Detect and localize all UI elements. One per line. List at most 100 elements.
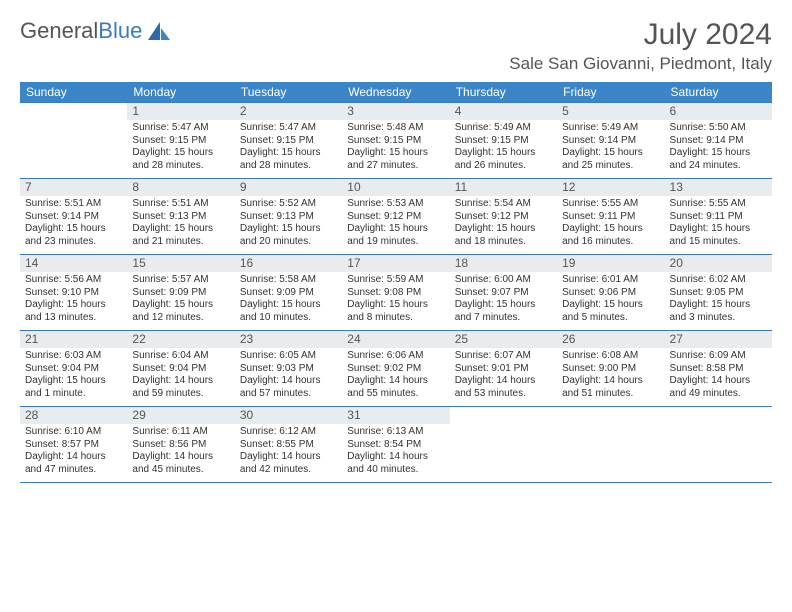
calendar-cell: 29Sunrise: 6:11 AMSunset: 8:56 PMDayligh… (127, 407, 234, 483)
calendar-cell: 22Sunrise: 6:04 AMSunset: 9:04 PMDayligh… (127, 331, 234, 407)
daylight-line: Daylight: 15 hours and 20 minutes. (240, 223, 337, 248)
sunrise-line: Sunrise: 5:55 AM (562, 198, 659, 211)
day-content: Sunrise: 6:01 AMSunset: 9:06 PMDaylight:… (557, 274, 664, 330)
logo-word-blue: Blue (98, 18, 142, 43)
day-content: Sunrise: 5:49 AMSunset: 9:15 PMDaylight:… (450, 122, 557, 178)
title-block: July 2024 Sale San Giovanni, Piedmont, I… (509, 18, 772, 74)
calendar-cell: 2Sunrise: 5:47 AMSunset: 9:15 PMDaylight… (235, 103, 342, 179)
day-number: 22 (127, 331, 234, 348)
sunset-line: Sunset: 9:12 PM (455, 211, 552, 224)
calendar-cell: 23Sunrise: 6:05 AMSunset: 9:03 PMDayligh… (235, 331, 342, 407)
day-number: 15 (127, 255, 234, 272)
sunset-line: Sunset: 9:15 PM (132, 135, 229, 148)
day-number: 17 (342, 255, 449, 272)
daylight-line: Daylight: 15 hours and 5 minutes. (562, 299, 659, 324)
logo-word-general: General (20, 18, 98, 43)
daylight-line: Daylight: 15 hours and 15 minutes. (670, 223, 767, 248)
sunrise-line: Sunrise: 5:49 AM (562, 122, 659, 135)
day-number: 7 (20, 179, 127, 196)
calendar-cell: 21 Sunrise: 6:03 AMSunset: 9:04 PMDayligh… (20, 331, 127, 407)
calendar-body: 1Sunrise: 5:47 AMSunset: 9:15 PMDaylight… (20, 103, 772, 483)
sunset-line: Sunset: 9:05 PM (670, 287, 767, 300)
calendar-cell: 8Sunrise: 5:51 AMSunset: 9:13 PMDaylight… (127, 179, 234, 255)
calendar-cell: 16Sunrise: 5:58 AMSunset: 9:09 PMDayligh… (235, 255, 342, 331)
day-content: Sunrise: 5:57 AMSunset: 9:09 PMDaylight:… (127, 274, 234, 330)
day-number: 5 (557, 103, 664, 120)
day-number: 21 (20, 331, 127, 348)
calendar-cell: 31Sunrise: 6:13 AMSunset: 8:54 PMDayligh… (342, 407, 449, 483)
day-content: Sunrise: 6:03 AMSunset: 9:04 PMDaylight:… (20, 350, 127, 406)
day-content: Sunrise: 5:59 AMSunset: 9:08 PMDaylight:… (342, 274, 449, 330)
sunset-line: Sunset: 9:14 PM (670, 135, 767, 148)
calendar-week-row: 28Sunrise: 6:10 AMSunset: 8:57 PMDayligh… (20, 407, 772, 483)
day-content: Sunrise: 5:49 AMSunset: 9:14 PMDaylight:… (557, 122, 664, 178)
day-of-week-header: Monday (127, 82, 234, 103)
day-of-week-header: Saturday (665, 82, 772, 103)
sunrise-line: Sunrise: 6:12 AM (240, 426, 337, 439)
day-number: 11 (450, 179, 557, 196)
sunrise-line: Sunrise: 5:55 AM (670, 198, 767, 211)
location: Sale San Giovanni, Piedmont, Italy (509, 54, 772, 74)
day-number: 18 (450, 255, 557, 272)
sunset-line: Sunset: 9:09 PM (132, 287, 229, 300)
sunset-line: Sunset: 9:06 PM (562, 287, 659, 300)
day-of-week-header: Thursday (450, 82, 557, 103)
day-number: 10 (342, 179, 449, 196)
calendar-cell: 26Sunrise: 6:08 AMSunset: 9:00 PMDayligh… (557, 331, 664, 407)
sunrise-line: Sunrise: 5:51 AM (25, 198, 122, 211)
day-number: 16 (235, 255, 342, 272)
daylight-line: Daylight: 14 hours and 42 minutes. (240, 451, 337, 476)
day-number: 12 (557, 179, 664, 196)
day-number: 24 (342, 331, 449, 348)
day-content: Sunrise: 6:07 AMSunset: 9:01 PMDaylight:… (450, 350, 557, 406)
daylight-line: Daylight: 14 hours and 51 minutes. (562, 375, 659, 400)
day-content: Sunrise: 5:50 AMSunset: 9:14 PMDaylight:… (665, 122, 772, 178)
calendar-cell (665, 407, 772, 483)
sunset-line: Sunset: 8:58 PM (670, 363, 767, 376)
daylight-line: Daylight: 15 hours and 1 minute. (25, 375, 122, 400)
sunrise-line: Sunrise: 5:57 AM (132, 274, 229, 287)
calendar-cell: 11Sunrise: 5:54 AMSunset: 9:12 PMDayligh… (450, 179, 557, 255)
sunrise-line: Sunrise: 6:06 AM (347, 350, 444, 363)
day-content: Sunrise: 6:06 AMSunset: 9:02 PMDaylight:… (342, 350, 449, 406)
day-number: 6 (665, 103, 772, 120)
daylight-line: Daylight: 15 hours and 27 minutes. (347, 147, 444, 172)
calendar-cell: 20Sunrise: 6:02 AMSunset: 9:05 PMDayligh… (665, 255, 772, 331)
day-content: Sunrise: 5:56 AMSunset: 9:10 PMDaylight:… (20, 274, 127, 330)
sunrise-line: Sunrise: 6:00 AM (455, 274, 552, 287)
sunset-line: Sunset: 9:03 PM (240, 363, 337, 376)
day-of-week-header: Tuesday (235, 82, 342, 103)
logo: GeneralBlue (20, 18, 172, 44)
calendar-cell: 14Sunrise: 5:56 AMSunset: 9:10 PMDayligh… (20, 255, 127, 331)
sunset-line: Sunset: 9:12 PM (347, 211, 444, 224)
calendar-cell: 1Sunrise: 5:47 AMSunset: 9:15 PMDaylight… (127, 103, 234, 179)
day-content: Sunrise: 5:55 AMSunset: 9:11 PMDaylight:… (665, 198, 772, 254)
day-number: 3 (342, 103, 449, 120)
day-number: 29 (127, 407, 234, 424)
calendar-cell: 3Sunrise: 5:48 AMSunset: 9:15 PMDaylight… (342, 103, 449, 179)
daylight-line: Daylight: 14 hours and 53 minutes. (455, 375, 552, 400)
month-title: July 2024 (509, 18, 772, 52)
sunrise-line: Sunrise: 5:53 AM (347, 198, 444, 211)
daylight-line: Daylight: 15 hours and 25 minutes. (562, 147, 659, 172)
sunrise-line: Sunrise: 6:01 AM (562, 274, 659, 287)
day-number: 30 (235, 407, 342, 424)
sunrise-line: Sunrise: 5:54 AM (455, 198, 552, 211)
sunset-line: Sunset: 9:15 PM (240, 135, 337, 148)
day-content: Sunrise: 6:09 AMSunset: 8:58 PMDaylight:… (665, 350, 772, 406)
daylight-line: Daylight: 14 hours and 57 minutes. (240, 375, 337, 400)
day-content: Sunrise: 6:05 AMSunset: 9:03 PMDaylight:… (235, 350, 342, 406)
day-number: 2 (235, 103, 342, 120)
sunrise-line: Sunrise: 6:09 AM (670, 350, 767, 363)
daylight-line: Daylight: 15 hours and 28 minutes. (240, 147, 337, 172)
sunrise-line: Sunrise: 6:05 AM (240, 350, 337, 363)
sunset-line: Sunset: 9:04 PM (25, 363, 122, 376)
daylight-line: Daylight: 15 hours and 21 minutes. (132, 223, 229, 248)
daylight-line: Daylight: 15 hours and 23 minutes. (25, 223, 122, 248)
calendar-cell: 24 Sunrise: 6:06 AMSunset: 9:02 PMDayligh… (342, 331, 449, 407)
daylight-line: Daylight: 15 hours and 12 minutes. (132, 299, 229, 324)
sunset-line: Sunset: 8:55 PM (240, 439, 337, 452)
calendar-cell: 12Sunrise: 5:55 AMSunset: 9:11 PMDayligh… (557, 179, 664, 255)
sunrise-line: Sunrise: 6:13 AM (347, 426, 444, 439)
sunrise-line: Sunrise: 5:52 AM (240, 198, 337, 211)
